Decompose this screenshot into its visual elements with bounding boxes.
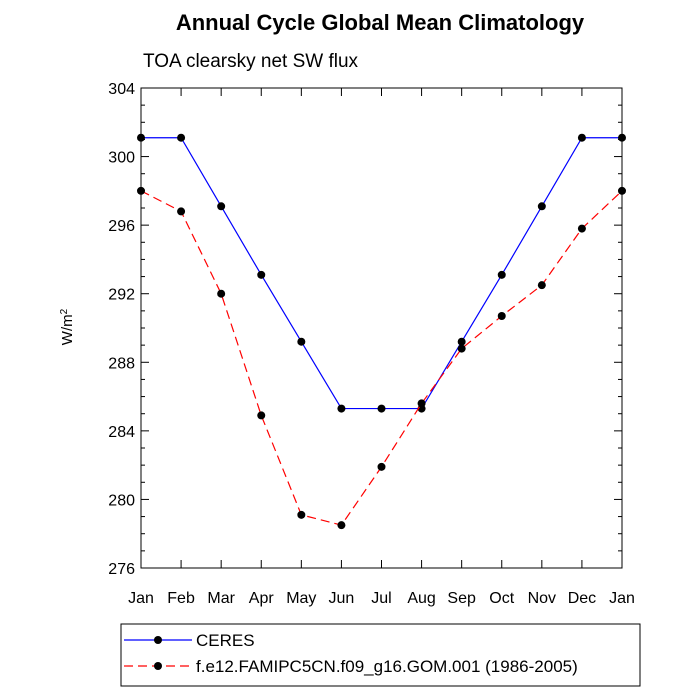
series-2-point <box>417 399 426 408</box>
legend-label-1: CERES <box>196 631 255 650</box>
series-1-point <box>497 270 506 279</box>
series-1-point <box>257 270 266 279</box>
y-tick-label: 296 <box>108 218 135 235</box>
series-2-point <box>217 289 226 298</box>
plot-frame <box>140 87 623 569</box>
y-axis-label-base: W/m <box>59 314 76 345</box>
x-tick-label: Jun <box>329 590 355 607</box>
series-1-point <box>537 202 546 211</box>
y-tick-label: 300 <box>108 150 135 167</box>
legend: CERES f.e12.FAMIPC5CN.f09_g16.GOM.001 (19… <box>120 623 641 687</box>
legend-box <box>120 623 641 687</box>
y-tick-label: 276 <box>108 561 135 578</box>
series-2-point <box>177 207 186 216</box>
y-axis-label: W/m2 <box>59 308 77 345</box>
series-2-point <box>297 510 306 519</box>
series-2-point <box>577 224 586 233</box>
y-tick-label: 292 <box>108 287 135 304</box>
legend-marker-1 <box>154 636 162 644</box>
y-axis-label-superscript: 2 <box>59 308 70 314</box>
series-1-point <box>577 133 586 142</box>
x-tick-label: Jan <box>128 590 154 607</box>
series-2-point <box>257 411 266 420</box>
x-tick-label: Apr <box>249 590 275 607</box>
plot-series <box>137 133 626 530</box>
series-line-2 <box>140 190 623 526</box>
series-1-point <box>457 337 466 346</box>
series-2-point <box>337 521 346 530</box>
y-tick-label: 280 <box>108 492 135 509</box>
series-2-point <box>497 312 506 320</box>
legend-label-2: f.e12.FAMIPC5CN.f09_g16.GOM.001 (1986-20… <box>196 657 578 676</box>
series-1-point <box>297 337 306 346</box>
chart-subtitle: TOA clearsky net SW flux <box>143 51 359 72</box>
series-1-point <box>217 202 226 211</box>
y-tick-label: 304 <box>108 81 135 98</box>
x-tick-label: Jan <box>609 590 635 607</box>
series-1-point <box>337 404 346 413</box>
axis-ticks: Jan Feb Mar Apr May Jun Jul Aug Sep Oct Nov Dec Jan 2… <box>108 81 635 607</box>
x-tick-label: May <box>286 590 316 607</box>
y-tick-label: 284 <box>108 424 135 441</box>
x-tick-label: Oct <box>489 590 514 607</box>
x-tick-label: Dec <box>568 590 596 607</box>
series-2-point <box>537 281 546 290</box>
x-tick-label: Feb <box>167 590 195 607</box>
x-tick-label: Mar <box>207 590 235 607</box>
chart-title: Annual Cycle Global Mean Climatology <box>176 10 585 35</box>
x-tick-label: Nov <box>528 590 556 607</box>
y-tick-label: 288 <box>108 355 135 372</box>
x-tick-label: Aug <box>407 590 435 607</box>
x-tick-label: Jul <box>371 590 391 607</box>
series-1-point <box>177 133 186 142</box>
series-2-point <box>377 462 386 471</box>
x-tick-label: Sep <box>447 590 476 607</box>
series-2-point <box>457 344 466 353</box>
series-1-point <box>377 404 386 413</box>
legend-marker-2 <box>154 662 162 670</box>
